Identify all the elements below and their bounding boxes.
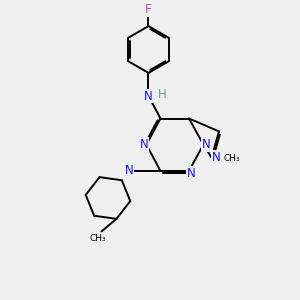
Text: N: N bbox=[212, 151, 220, 164]
Text: N: N bbox=[187, 167, 196, 180]
Text: CH₃: CH₃ bbox=[224, 154, 240, 163]
Text: N: N bbox=[124, 164, 134, 178]
Text: N: N bbox=[143, 89, 152, 103]
Text: N: N bbox=[140, 138, 148, 151]
Text: H: H bbox=[158, 88, 166, 101]
Text: N: N bbox=[202, 138, 211, 151]
Text: CH₃: CH₃ bbox=[90, 234, 106, 243]
Text: F: F bbox=[145, 3, 152, 16]
